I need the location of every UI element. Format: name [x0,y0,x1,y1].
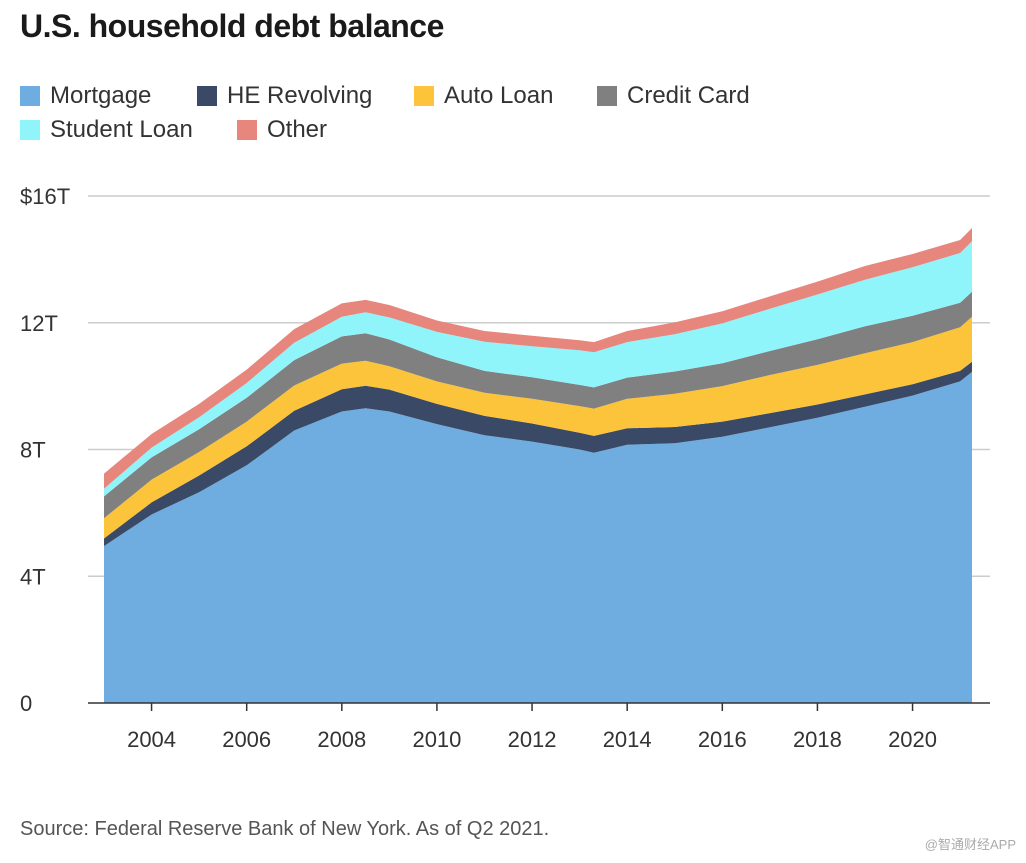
x-tick-label-2016: 2016 [698,727,747,752]
source-note: Source: Federal Reserve Bank of New York… [20,818,550,840]
chart-title: U.S. household debt balance [20,8,444,44]
legend-swatch-credit-card [597,86,617,106]
x-tick-label-2004: 2004 [127,727,176,752]
area-student-loan [104,241,972,497]
y-tick-label-4: 4T [20,564,46,589]
x-tick-label-2006: 2006 [222,727,271,752]
legend-item-credit-card: Credit Card [597,82,750,110]
legend-item-auto-loan: Auto Loan [414,82,553,110]
legend-swatch-student-loan [20,120,40,140]
y-tick-label-16: $16T [20,184,70,209]
legend-item-mortgage: Mortgage [20,82,151,110]
y-tick-label-8: 8T [20,438,46,463]
legend-swatch-other [237,120,257,140]
x-tick-label-2014: 2014 [603,727,652,752]
legend-item-other: Other [237,116,327,144]
legend-item-he-revolving: HE Revolving [197,82,372,110]
legend-label-other: Other [267,116,328,143]
series-areas [104,228,972,703]
legend-item-student-loan: Student Loan [20,116,193,144]
y-tick-label-0: 0 [20,691,32,716]
y-tick-label-12: 12T [20,311,58,336]
area-credit-card [104,291,972,519]
legend-label-he-revolving: HE Revolving [227,82,373,109]
x-tick-label-2018: 2018 [793,727,842,752]
legend-swatch-mortgage [20,86,40,106]
legend-label-student-loan: Student Loan [50,116,193,143]
x-tick-label-2010: 2010 [412,727,461,752]
legend-swatch-he-revolving [197,86,217,106]
x-tick-label-2008: 2008 [317,727,366,752]
legend-label-mortgage: Mortgage [50,82,152,109]
legend-label-credit-card: Credit Card [627,82,750,109]
legend-swatch-auto-loan [414,86,434,106]
x-tick-label-2020: 2020 [888,727,937,752]
legend-label-auto-loan: Auto Loan [444,82,554,109]
x-tick-label-2012: 2012 [508,727,557,752]
watermark: @智通财经APP [924,837,1016,852]
stacked-area-chart: 0 4T 8T 12T $16T 2004 2006 2008 2010 2012 2014 2016… [20,184,990,752]
axes: 0 4T 8T 12T $16T 2004 2006 2008 2010 2012 2014 2016… [20,184,990,752]
area-mortgage [104,371,972,703]
area-he-revolving [104,361,972,547]
